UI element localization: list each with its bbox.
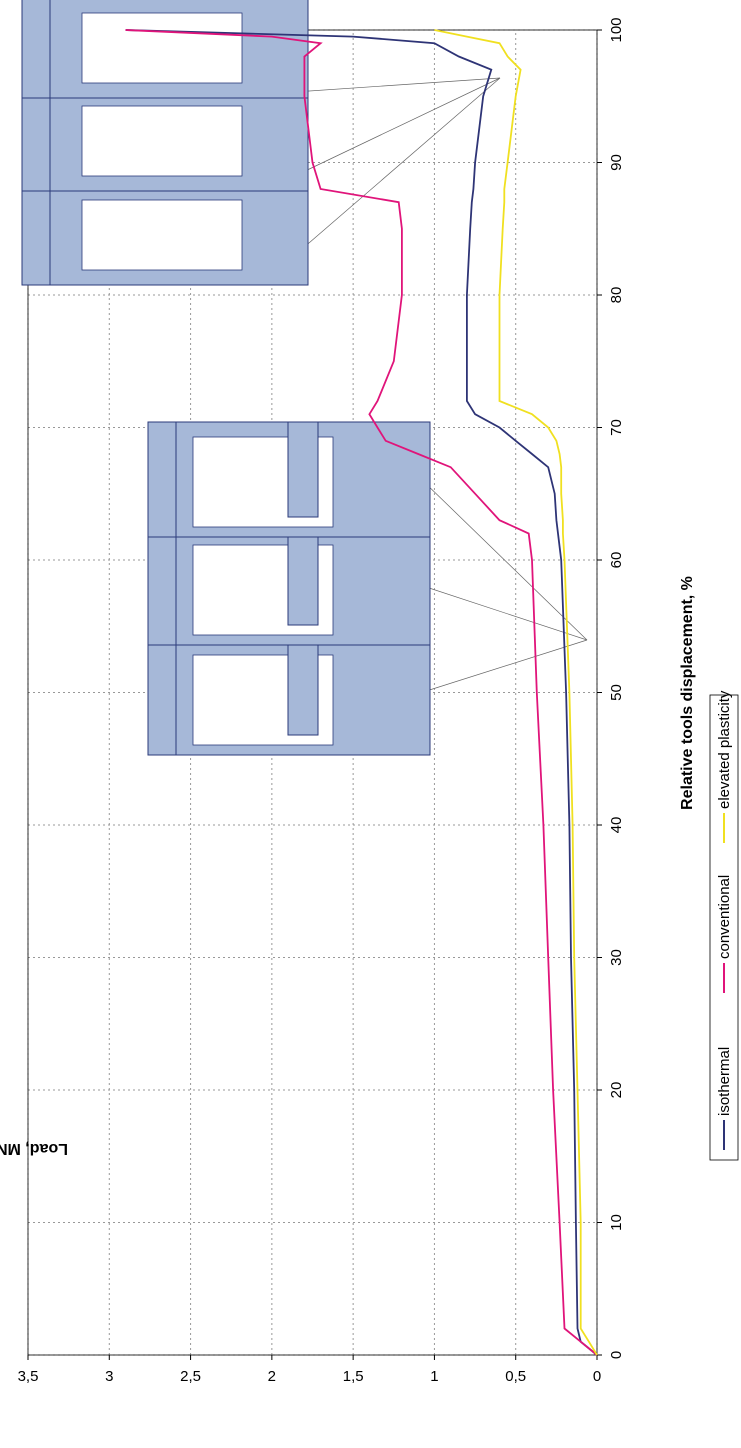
x-tick-label: 80 [608,287,625,304]
y-axis-title: Load, MN [0,1140,68,1157]
x-tick-label: 70 [608,419,625,436]
legend-label: conventional [716,875,733,959]
y-tick-label: 3 [105,1368,113,1385]
leader-line [280,78,500,93]
leader-line [420,640,587,693]
inset [22,0,308,98]
chart: Relative tools displacement, % Load, MN … [0,0,741,1448]
inset [22,91,308,191]
legend-label: isothermal [716,1047,733,1116]
inset [148,422,430,537]
y-tick-label: 0,5 [505,1368,526,1385]
inset [22,185,308,285]
inset [148,530,430,645]
y-tick-label: 3,5 [18,1368,39,1385]
y-tick-label: 1 [430,1368,438,1385]
x-tick-label: 60 [608,552,625,569]
legend-label: elevated plasticity [716,690,733,809]
y-tick-label: 2,5 [180,1368,201,1385]
x-tick-label: 10 [608,1214,625,1231]
x-tick-label: 50 [608,684,625,701]
x-tick-label: 30 [608,949,625,966]
y-tick-label: 0 [593,1368,601,1385]
x-tick-label: 40 [608,817,625,834]
x-tick-label: 90 [608,154,625,171]
insets-lower [148,422,587,755]
y-tick-label: 2 [268,1368,276,1385]
x-tick-label: 20 [608,1082,625,1099]
x-tick-label: 100 [608,17,625,42]
leader-line [280,78,500,268]
x-axis-title: Relative tools displacement, % [679,576,696,810]
y-tick-label: 1,5 [343,1368,364,1385]
x-tick-label: 0 [608,1351,625,1359]
rotated-chart: Relative tools displacement, % Load, MN … [0,0,738,1385]
inset [148,640,430,755]
leader-line [280,78,500,183]
